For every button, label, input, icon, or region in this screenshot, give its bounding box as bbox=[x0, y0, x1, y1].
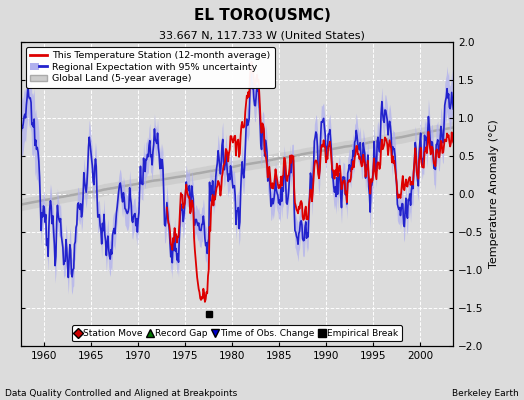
Text: 33.667 N, 117.733 W (United States): 33.667 N, 117.733 W (United States) bbox=[159, 30, 365, 40]
Y-axis label: Temperature Anomaly (°C): Temperature Anomaly (°C) bbox=[489, 120, 499, 268]
Text: EL TORO(USMC): EL TORO(USMC) bbox=[193, 8, 331, 23]
Text: Berkeley Earth: Berkeley Earth bbox=[452, 389, 519, 398]
Legend: Station Move, Record Gap, Time of Obs. Change, Empirical Break: Station Move, Record Gap, Time of Obs. C… bbox=[72, 325, 402, 342]
Text: Data Quality Controlled and Aligned at Breakpoints: Data Quality Controlled and Aligned at B… bbox=[5, 389, 237, 398]
